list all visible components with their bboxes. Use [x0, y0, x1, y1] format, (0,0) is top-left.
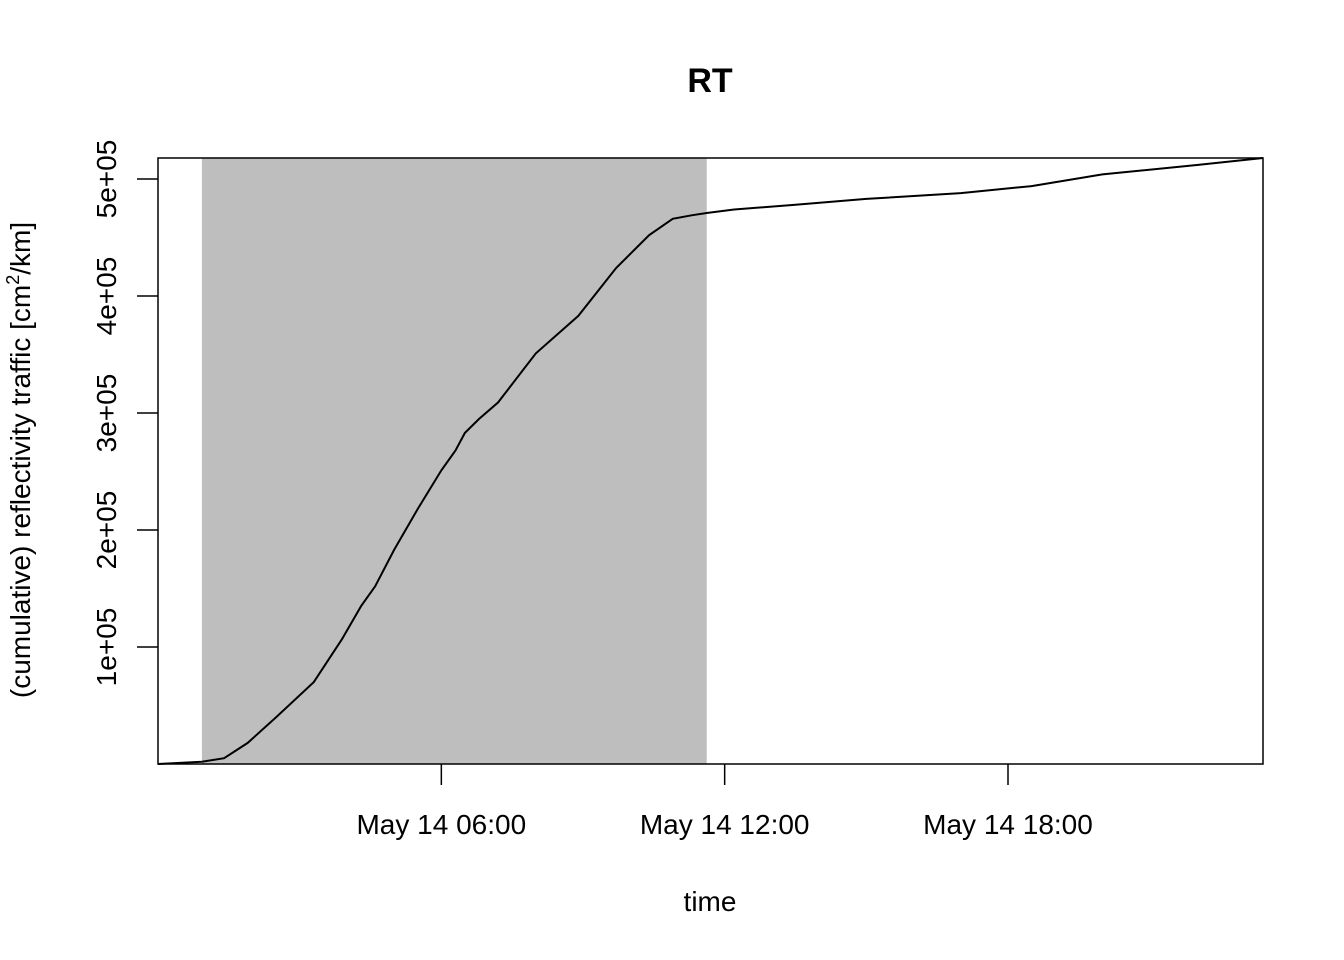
y-axis-label-main: (cumulative) reflectivity traffic [cm — [5, 285, 36, 698]
y-tick-label: 1e+05 — [91, 608, 122, 687]
x-tick-label: May 14 06:00 — [356, 809, 526, 840]
x-tick-label: May 14 12:00 — [640, 809, 810, 840]
plot-area — [157, 157, 1264, 765]
y-tick-label: 5e+05 — [91, 140, 122, 219]
y-axis-label-unit: /km] — [5, 222, 36, 275]
y-tick-label: 3e+05 — [91, 374, 122, 453]
x-axis-label: time — [684, 886, 737, 917]
y-axis: 1e+05 2e+05 3e+05 4e+05 5e+05 — [91, 140, 158, 687]
y-tick-label: 4e+05 — [91, 257, 122, 336]
series-line — [157, 157, 1264, 765]
chart-title: RT — [687, 62, 733, 100]
y-axis-label-superscript: 2 — [3, 275, 23, 285]
shaded-interval — [201, 158, 707, 764]
x-tick-label: May 14 18:00 — [923, 809, 1093, 840]
y-axis-label: (cumulative) reflectivity traffic [cm2/k… — [3, 222, 36, 698]
y-tick-label: 2e+05 — [91, 491, 122, 570]
plot-frame — [157, 157, 1264, 765]
x-axis: May 14 06:00 May 14 12:00 May 14 18:00 — [356, 764, 1093, 840]
